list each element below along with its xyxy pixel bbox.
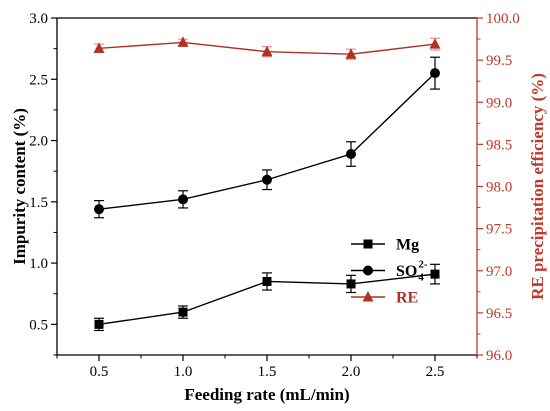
legend-marker-mg [363,239,373,249]
series-re-point-2 [261,45,273,57]
x-tick-label-4: 2.5 [426,364,445,380]
series-so4-point-1 [178,194,188,205]
right-y-tick-label-7: 99.5 [486,53,512,69]
legend: Mg SO 42- RE [351,237,428,307]
x-tick-label-3: 2.0 [342,364,361,380]
left-y-tick-label-3: 2.0 [29,134,48,150]
right-y-tick-label-4: 98.0 [486,180,512,196]
left-y-tick-label-2: 1.5 [29,195,48,211]
series-re-point-3 [345,48,357,59]
legend-label-so4: SO [396,263,417,280]
right-y-tick-label-0: 96.0 [486,348,512,364]
series-so4-point-0 [94,204,104,215]
legend-label-mg: Mg [396,237,419,254]
series-so4-point-3 [346,149,356,160]
series-mg [94,263,440,332]
x-axis-title: Feeding rate (mL/min) [184,385,349,404]
series-re [93,36,441,60]
legend-marker-re [362,291,374,302]
x-tick-label-0: 0.5 [90,364,109,380]
series-mg-point-3 [346,279,356,289]
legend-label-so4-subscript: 4 [418,272,424,284]
right-y-tick-label-8: 100.0 [486,11,520,27]
axis-ticks: 0.5 1.0 1.5 2.0 2.5 0.5 1.0 1.5 2.0 2.5 3.0 96.0 96.… [29,11,520,380]
x-tick-label-1: 1.0 [174,364,193,380]
right-y-axis-title: RE precipitation efficiency (%) [528,73,547,300]
series-re-point-1 [177,36,189,47]
series-re-point-0 [93,42,105,53]
series-so4-point-2 [262,174,272,185]
right-y-tick-label-2: 97.0 [486,264,512,280]
left-y-tick-label-1: 1.0 [29,256,48,272]
left-y-tick-label-0: 0.5 [29,317,48,333]
series-mg-point-0 [94,319,104,329]
x-tick-label-2: 1.5 [258,364,277,380]
series-layer [93,36,441,332]
legend-marker-so4 [363,265,373,276]
plot-frame [56,17,478,356]
series-so4-point-4 [430,68,440,79]
legend-item-mg: Mg [351,237,419,254]
series-so4 [94,56,440,219]
right-y-tick-label-5: 98.5 [486,137,512,153]
series-mg-point-4 [430,269,440,279]
left-y-tick-label-5: 3.0 [29,11,48,27]
right-y-tick-label-3: 97.5 [486,222,512,238]
left-y-tick-label-4: 2.5 [29,72,48,88]
series-mg-point-2 [262,276,272,286]
legend-item-re: RE [351,290,418,307]
right-y-tick-label-1: 96.5 [486,306,512,322]
legend-item-so4: SO 42- [351,259,428,284]
legend-label-so4-superscript: 2- [418,259,428,271]
right-y-tick-label-6: 99.0 [486,95,512,111]
legend-label-re: RE [396,290,418,307]
series-mg-point-1 [178,307,188,317]
left-y-axis-title: Impurity content (%) [10,108,29,265]
series-re-point-4 [429,38,441,49]
